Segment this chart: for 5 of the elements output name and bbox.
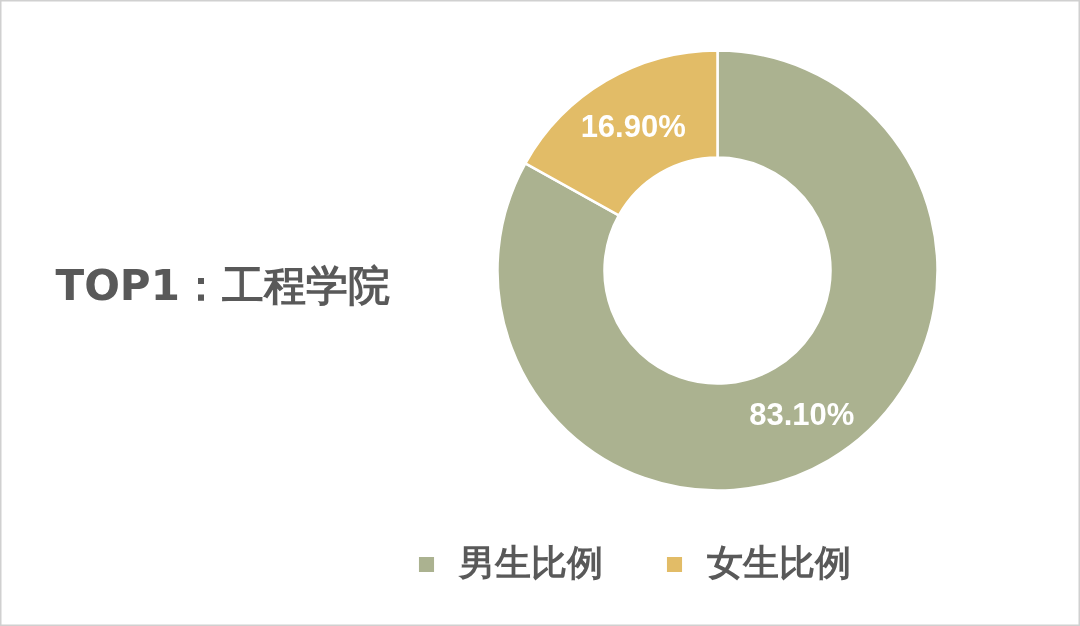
legend-label: 男生比例 — [459, 541, 603, 585]
data-label: 83.10% — [749, 396, 855, 432]
data-label: 16.90% — [580, 109, 686, 145]
legend-label: 女生比例 — [707, 541, 851, 585]
text: TOP1：工程学院 — [55, 261, 390, 310]
